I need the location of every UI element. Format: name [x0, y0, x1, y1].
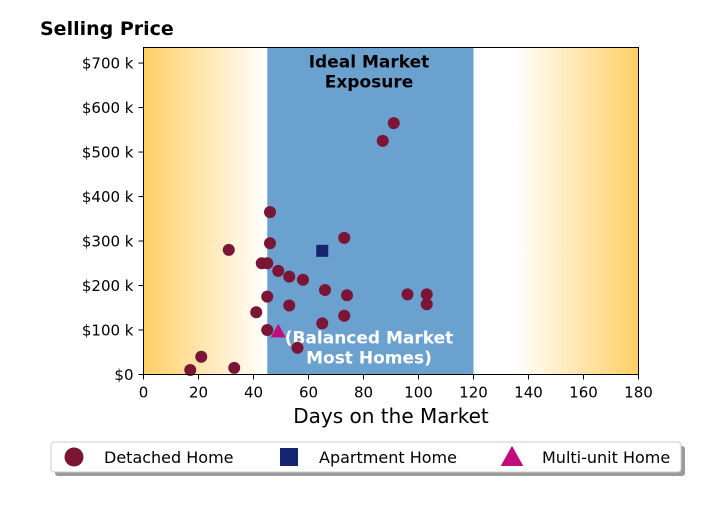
- annotation-label: (Balanced Market Most Homes): [285, 328, 454, 368]
- detached-home-point: [319, 283, 331, 296]
- x-axis: 0 20 40 60 80 100 120 140 160 180: [139, 374, 653, 402]
- legend-label: Multi-unit Home: [542, 448, 670, 467]
- legend-label: Apartment Home: [319, 448, 457, 467]
- detached-home-point: [272, 264, 285, 277]
- detached-home-point: [316, 317, 329, 330]
- y-tick-label: $300 k: [82, 233, 134, 251]
- detached-home-point: [264, 206, 276, 219]
- detached-home-point: [338, 309, 351, 322]
- detached-home-point: [228, 361, 241, 374]
- detached-home-point: [420, 288, 433, 301]
- detached-home-point: [283, 299, 296, 312]
- detached-home-point: [283, 270, 296, 283]
- y-tick-label: $500 k: [82, 144, 134, 162]
- x-tick-label: 0: [139, 384, 149, 402]
- detached-home-point: [184, 364, 197, 377]
- exposure-band: [267, 47, 474, 375]
- x-tick-label: 40: [244, 384, 263, 402]
- detached-home-point: [250, 306, 263, 319]
- detached-home-point: [338, 231, 351, 244]
- detached-home-point: [376, 134, 389, 147]
- x-tick-label: 120: [459, 384, 488, 402]
- y-axis: $0 $100 k $200 k $300 k $400 k $500 k $600 k $7…: [82, 55, 144, 384]
- detached-home-point: [261, 290, 274, 303]
- legend: Detached Home Apartment Home Multi-unit Ho…: [50, 441, 685, 476]
- detached-home-point: [291, 341, 304, 354]
- multi-unit-home-point: [270, 323, 286, 338]
- detached-home-legend-marker: [64, 447, 84, 467]
- x-tick-label: 180: [624, 384, 653, 402]
- x-tick-label: 20: [189, 384, 208, 402]
- apartment-home-legend-marker: [280, 448, 298, 466]
- legend-frame: [50, 441, 682, 473]
- x-tick-label: 80: [354, 384, 373, 402]
- chart-title: Selling Price: [40, 18, 174, 40]
- x-tick-label: 140: [514, 384, 543, 402]
- y-tick-label: $200 k: [82, 277, 134, 295]
- x-tick-label: 100: [404, 384, 433, 402]
- detached-home-point: [222, 243, 235, 256]
- x-tick-label: 60: [299, 384, 318, 402]
- detached-home-point: [341, 289, 353, 302]
- multi-unit-home-legend-marker: [500, 445, 524, 466]
- detached-home-point: [387, 117, 400, 130]
- annotation-label: Ideal Market Exposure: [309, 53, 430, 93]
- detached-home-point: [195, 350, 208, 363]
- detached-home-point: [401, 288, 414, 301]
- y-tick-label: $0: [114, 366, 133, 384]
- detached-home-point: [297, 273, 309, 286]
- detached-home-point: [261, 324, 274, 337]
- detached-home-point: [264, 237, 276, 250]
- apartment-home-point: [316, 244, 329, 257]
- y-tick-label: $700 k: [82, 55, 134, 73]
- detached-home-point: [261, 257, 274, 270]
- plot-frame: [143, 47, 639, 375]
- y-tick-label: $400 k: [82, 188, 134, 206]
- x-axis-label: Days on the Market: [293, 404, 489, 428]
- y-tick-label: $600 k: [82, 99, 134, 117]
- detached-home-point: [420, 298, 433, 311]
- x-tick-label: 160: [569, 384, 598, 402]
- legend-label: Detached Home: [104, 448, 234, 467]
- y-tick-label: $100 k: [82, 322, 134, 340]
